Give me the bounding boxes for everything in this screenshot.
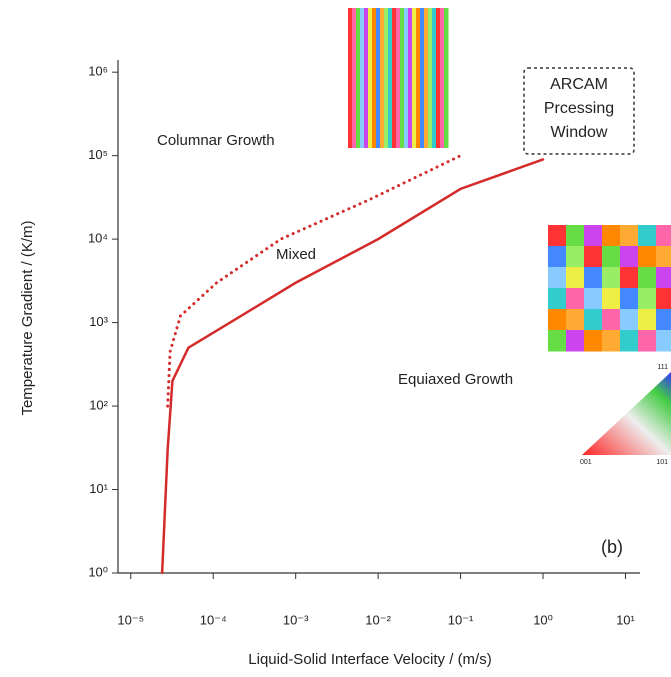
grain bbox=[656, 309, 671, 331]
grain-stripe bbox=[392, 8, 397, 148]
grain-stripe bbox=[444, 8, 449, 148]
micrographs bbox=[348, 8, 671, 352]
ipf-label: 101 bbox=[656, 459, 668, 466]
grain bbox=[548, 267, 567, 289]
grain bbox=[584, 309, 603, 331]
grain bbox=[566, 225, 585, 247]
grain-stripe bbox=[412, 8, 417, 148]
grain-stripe bbox=[400, 8, 405, 148]
grain-stripe bbox=[356, 8, 361, 148]
grain-stripe bbox=[420, 8, 425, 148]
grain bbox=[584, 330, 603, 352]
grain bbox=[584, 225, 603, 247]
grain bbox=[656, 330, 671, 352]
grain bbox=[548, 288, 567, 310]
grain bbox=[638, 225, 657, 247]
x-tick-label: 10⁰ bbox=[533, 612, 553, 627]
grain bbox=[656, 288, 671, 310]
grain-stripe bbox=[352, 8, 357, 148]
ipf-label: 111 bbox=[657, 364, 668, 371]
y-tick-label: 10⁴ bbox=[88, 231, 108, 246]
grain bbox=[548, 246, 567, 268]
grain bbox=[548, 309, 567, 331]
processing-window-text: Prcessing bbox=[544, 100, 614, 117]
chart: Liquid-Solid Interface Velocity / (m/s) … bbox=[0, 0, 671, 677]
y-tick-label: 10⁵ bbox=[88, 147, 108, 162]
y-tick-label: 10⁰ bbox=[88, 564, 108, 579]
grain-stripe bbox=[428, 8, 433, 148]
grain bbox=[602, 267, 621, 289]
grain-stripe bbox=[388, 8, 393, 148]
x-tick-label: 10⁻³ bbox=[283, 612, 309, 627]
processing-window-text: ARCAM bbox=[550, 76, 608, 93]
x-tick-label: 10⁻² bbox=[365, 612, 391, 627]
grain-stripe bbox=[380, 8, 385, 148]
series-line bbox=[168, 156, 461, 406]
grain bbox=[566, 246, 585, 268]
processing-window-text: Window bbox=[551, 124, 608, 141]
grain bbox=[548, 225, 567, 247]
grain bbox=[602, 288, 621, 310]
grain-stripe bbox=[432, 8, 437, 148]
x-tick-label: 10⁻⁴ bbox=[200, 612, 227, 627]
grain bbox=[584, 246, 603, 268]
grain bbox=[638, 267, 657, 289]
y-tick-label: 10¹ bbox=[89, 481, 108, 496]
grain bbox=[602, 309, 621, 331]
grain-stripe bbox=[376, 8, 381, 148]
x-tick-label: 10⁻⁵ bbox=[117, 612, 144, 627]
grain bbox=[638, 246, 657, 268]
x-axis-title: Liquid-Solid Interface Velocity / (m/s) bbox=[248, 651, 491, 668]
grain-stripe bbox=[416, 8, 421, 148]
grain bbox=[620, 309, 639, 331]
grain-stripe bbox=[396, 8, 401, 148]
grain bbox=[602, 330, 621, 352]
grain bbox=[566, 309, 585, 331]
grain bbox=[638, 288, 657, 310]
grain-stripe bbox=[368, 8, 373, 148]
grain-stripe bbox=[384, 8, 389, 148]
series-line bbox=[162, 159, 543, 573]
grain-stripe bbox=[404, 8, 409, 148]
grain bbox=[620, 225, 639, 247]
annotation: Mixed bbox=[276, 246, 316, 263]
grain bbox=[584, 267, 603, 289]
y-axis-title: Temperature Gradient / (K/m) bbox=[19, 220, 36, 415]
grain-stripe bbox=[364, 8, 369, 148]
grain bbox=[620, 330, 639, 352]
grain bbox=[656, 267, 671, 289]
grain bbox=[638, 330, 657, 352]
grain bbox=[620, 288, 639, 310]
grain-stripe bbox=[440, 8, 445, 148]
grain-stripe bbox=[372, 8, 377, 148]
grain-stripe bbox=[360, 8, 365, 148]
ipf-triangle bbox=[582, 372, 671, 455]
page: {"chart_data": { "type": "line", "xlabel… bbox=[0, 0, 671, 677]
x-tick-label: 10⁻¹ bbox=[448, 612, 474, 627]
annotation: (b) bbox=[601, 537, 623, 557]
grain-stripe bbox=[348, 8, 353, 148]
y-tick-label: 10⁶ bbox=[88, 64, 108, 79]
annotation: Columnar Growth bbox=[157, 132, 275, 149]
grain bbox=[566, 288, 585, 310]
grain bbox=[620, 267, 639, 289]
grain bbox=[584, 288, 603, 310]
grain bbox=[656, 225, 671, 247]
grain-stripe bbox=[424, 8, 429, 148]
grain bbox=[656, 246, 671, 268]
grain bbox=[638, 309, 657, 331]
x-tick-label: 10¹ bbox=[616, 612, 635, 627]
grain bbox=[620, 246, 639, 268]
grain bbox=[548, 330, 567, 352]
annotation: Equiaxed Growth bbox=[398, 371, 513, 388]
grain bbox=[566, 330, 585, 352]
grain bbox=[602, 246, 621, 268]
y-tick-label: 10³ bbox=[89, 314, 108, 329]
grain bbox=[566, 267, 585, 289]
grain-stripe bbox=[408, 8, 413, 148]
grain-stripe bbox=[436, 8, 441, 148]
grain bbox=[602, 225, 621, 247]
y-tick-label: 10² bbox=[89, 398, 108, 413]
ipf-label: 001 bbox=[580, 459, 592, 466]
